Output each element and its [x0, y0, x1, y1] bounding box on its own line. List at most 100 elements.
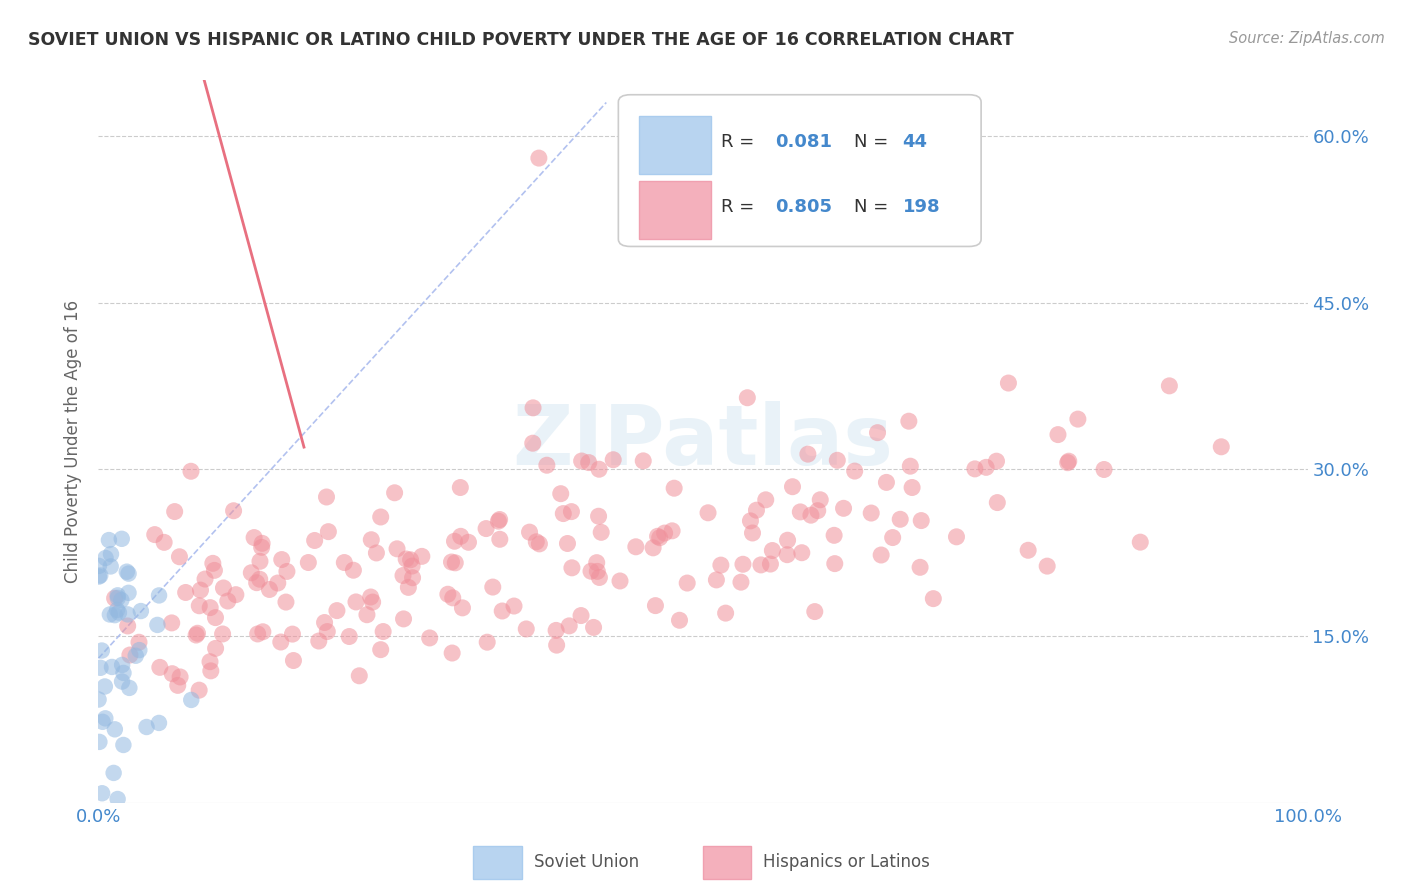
- Point: [125, 648, 148, 663]
- Text: N =: N =: [855, 198, 894, 216]
- Point: [755, 492, 778, 507]
- Point: [654, 526, 676, 541]
- Point: [337, 630, 360, 644]
- Point: [107, 588, 129, 602]
- Point: [249, 554, 271, 568]
- Point: [94, 711, 117, 725]
- Point: [118, 648, 141, 662]
- Point: [578, 456, 600, 470]
- Point: [103, 765, 125, 780]
- Point: [361, 595, 384, 609]
- Point: [1017, 543, 1039, 558]
- Point: [1067, 412, 1090, 426]
- Point: [89, 568, 111, 582]
- Point: [252, 624, 274, 639]
- Point: [800, 508, 823, 523]
- Text: Hispanics or Latinos: Hispanics or Latinos: [763, 853, 931, 871]
- Point: [201, 557, 224, 571]
- Point: [198, 600, 221, 615]
- Point: [98, 607, 121, 622]
- Point: [553, 507, 575, 521]
- Point: [105, 603, 128, 617]
- Point: [870, 548, 893, 562]
- Point: [901, 481, 924, 495]
- Point: [169, 670, 191, 684]
- Point: [198, 655, 221, 669]
- Point: [730, 575, 752, 590]
- Point: [100, 547, 122, 561]
- Point: [186, 628, 208, 642]
- Point: [522, 436, 544, 450]
- Point: [94, 551, 117, 566]
- Point: [662, 481, 685, 495]
- Point: [283, 653, 305, 667]
- FancyBboxPatch shape: [638, 117, 711, 174]
- Point: [240, 566, 263, 580]
- Point: [246, 627, 269, 641]
- Point: [146, 618, 169, 632]
- Text: ZIPatlas: ZIPatlas: [513, 401, 893, 482]
- Point: [104, 591, 127, 606]
- Point: [571, 454, 593, 468]
- Point: [661, 524, 683, 538]
- Point: [761, 543, 783, 558]
- Point: [385, 541, 408, 556]
- Point: [579, 564, 602, 578]
- Point: [318, 524, 340, 539]
- Point: [440, 555, 463, 569]
- Point: [212, 581, 235, 595]
- Point: [1159, 379, 1181, 393]
- Point: [129, 604, 152, 618]
- Point: [143, 527, 166, 541]
- Point: [274, 595, 297, 609]
- Point: [519, 525, 541, 540]
- Point: [111, 674, 134, 689]
- Point: [1211, 440, 1233, 454]
- Point: [710, 558, 733, 573]
- Point: [522, 401, 544, 415]
- Text: Soviet Union: Soviet Union: [534, 853, 638, 871]
- Point: [588, 509, 610, 524]
- Point: [908, 560, 931, 574]
- Point: [588, 462, 610, 476]
- Point: [1056, 456, 1078, 470]
- Text: N =: N =: [855, 133, 894, 151]
- Point: [897, 414, 920, 428]
- Y-axis label: Child Poverty Under the Age of 16: Child Poverty Under the Age of 16: [65, 300, 83, 583]
- Point: [443, 534, 465, 549]
- Point: [107, 792, 129, 806]
- Point: [557, 536, 579, 550]
- Point: [401, 571, 423, 585]
- Point: [546, 624, 568, 638]
- Point: [87, 569, 110, 583]
- Point: [449, 481, 471, 495]
- Point: [648, 531, 671, 545]
- Point: [1057, 454, 1080, 468]
- Point: [586, 565, 609, 579]
- Point: [190, 583, 212, 598]
- Point: [160, 666, 183, 681]
- Point: [108, 606, 131, 620]
- Point: [117, 619, 139, 633]
- Point: [823, 528, 845, 542]
- Point: [790, 546, 813, 560]
- Point: [117, 586, 139, 600]
- Point: [560, 505, 582, 519]
- Point: [149, 660, 172, 674]
- Point: [91, 786, 114, 800]
- Point: [644, 599, 666, 613]
- Point: [481, 580, 503, 594]
- Point: [104, 608, 127, 623]
- Point: [444, 556, 467, 570]
- Point: [115, 565, 138, 579]
- Point: [997, 376, 1019, 390]
- Point: [411, 549, 433, 564]
- Point: [875, 475, 897, 490]
- Point: [609, 574, 631, 588]
- Point: [356, 607, 378, 622]
- Point: [180, 464, 202, 478]
- Point: [963, 462, 986, 476]
- Point: [558, 619, 581, 633]
- Point: [194, 572, 217, 586]
- Point: [922, 591, 945, 606]
